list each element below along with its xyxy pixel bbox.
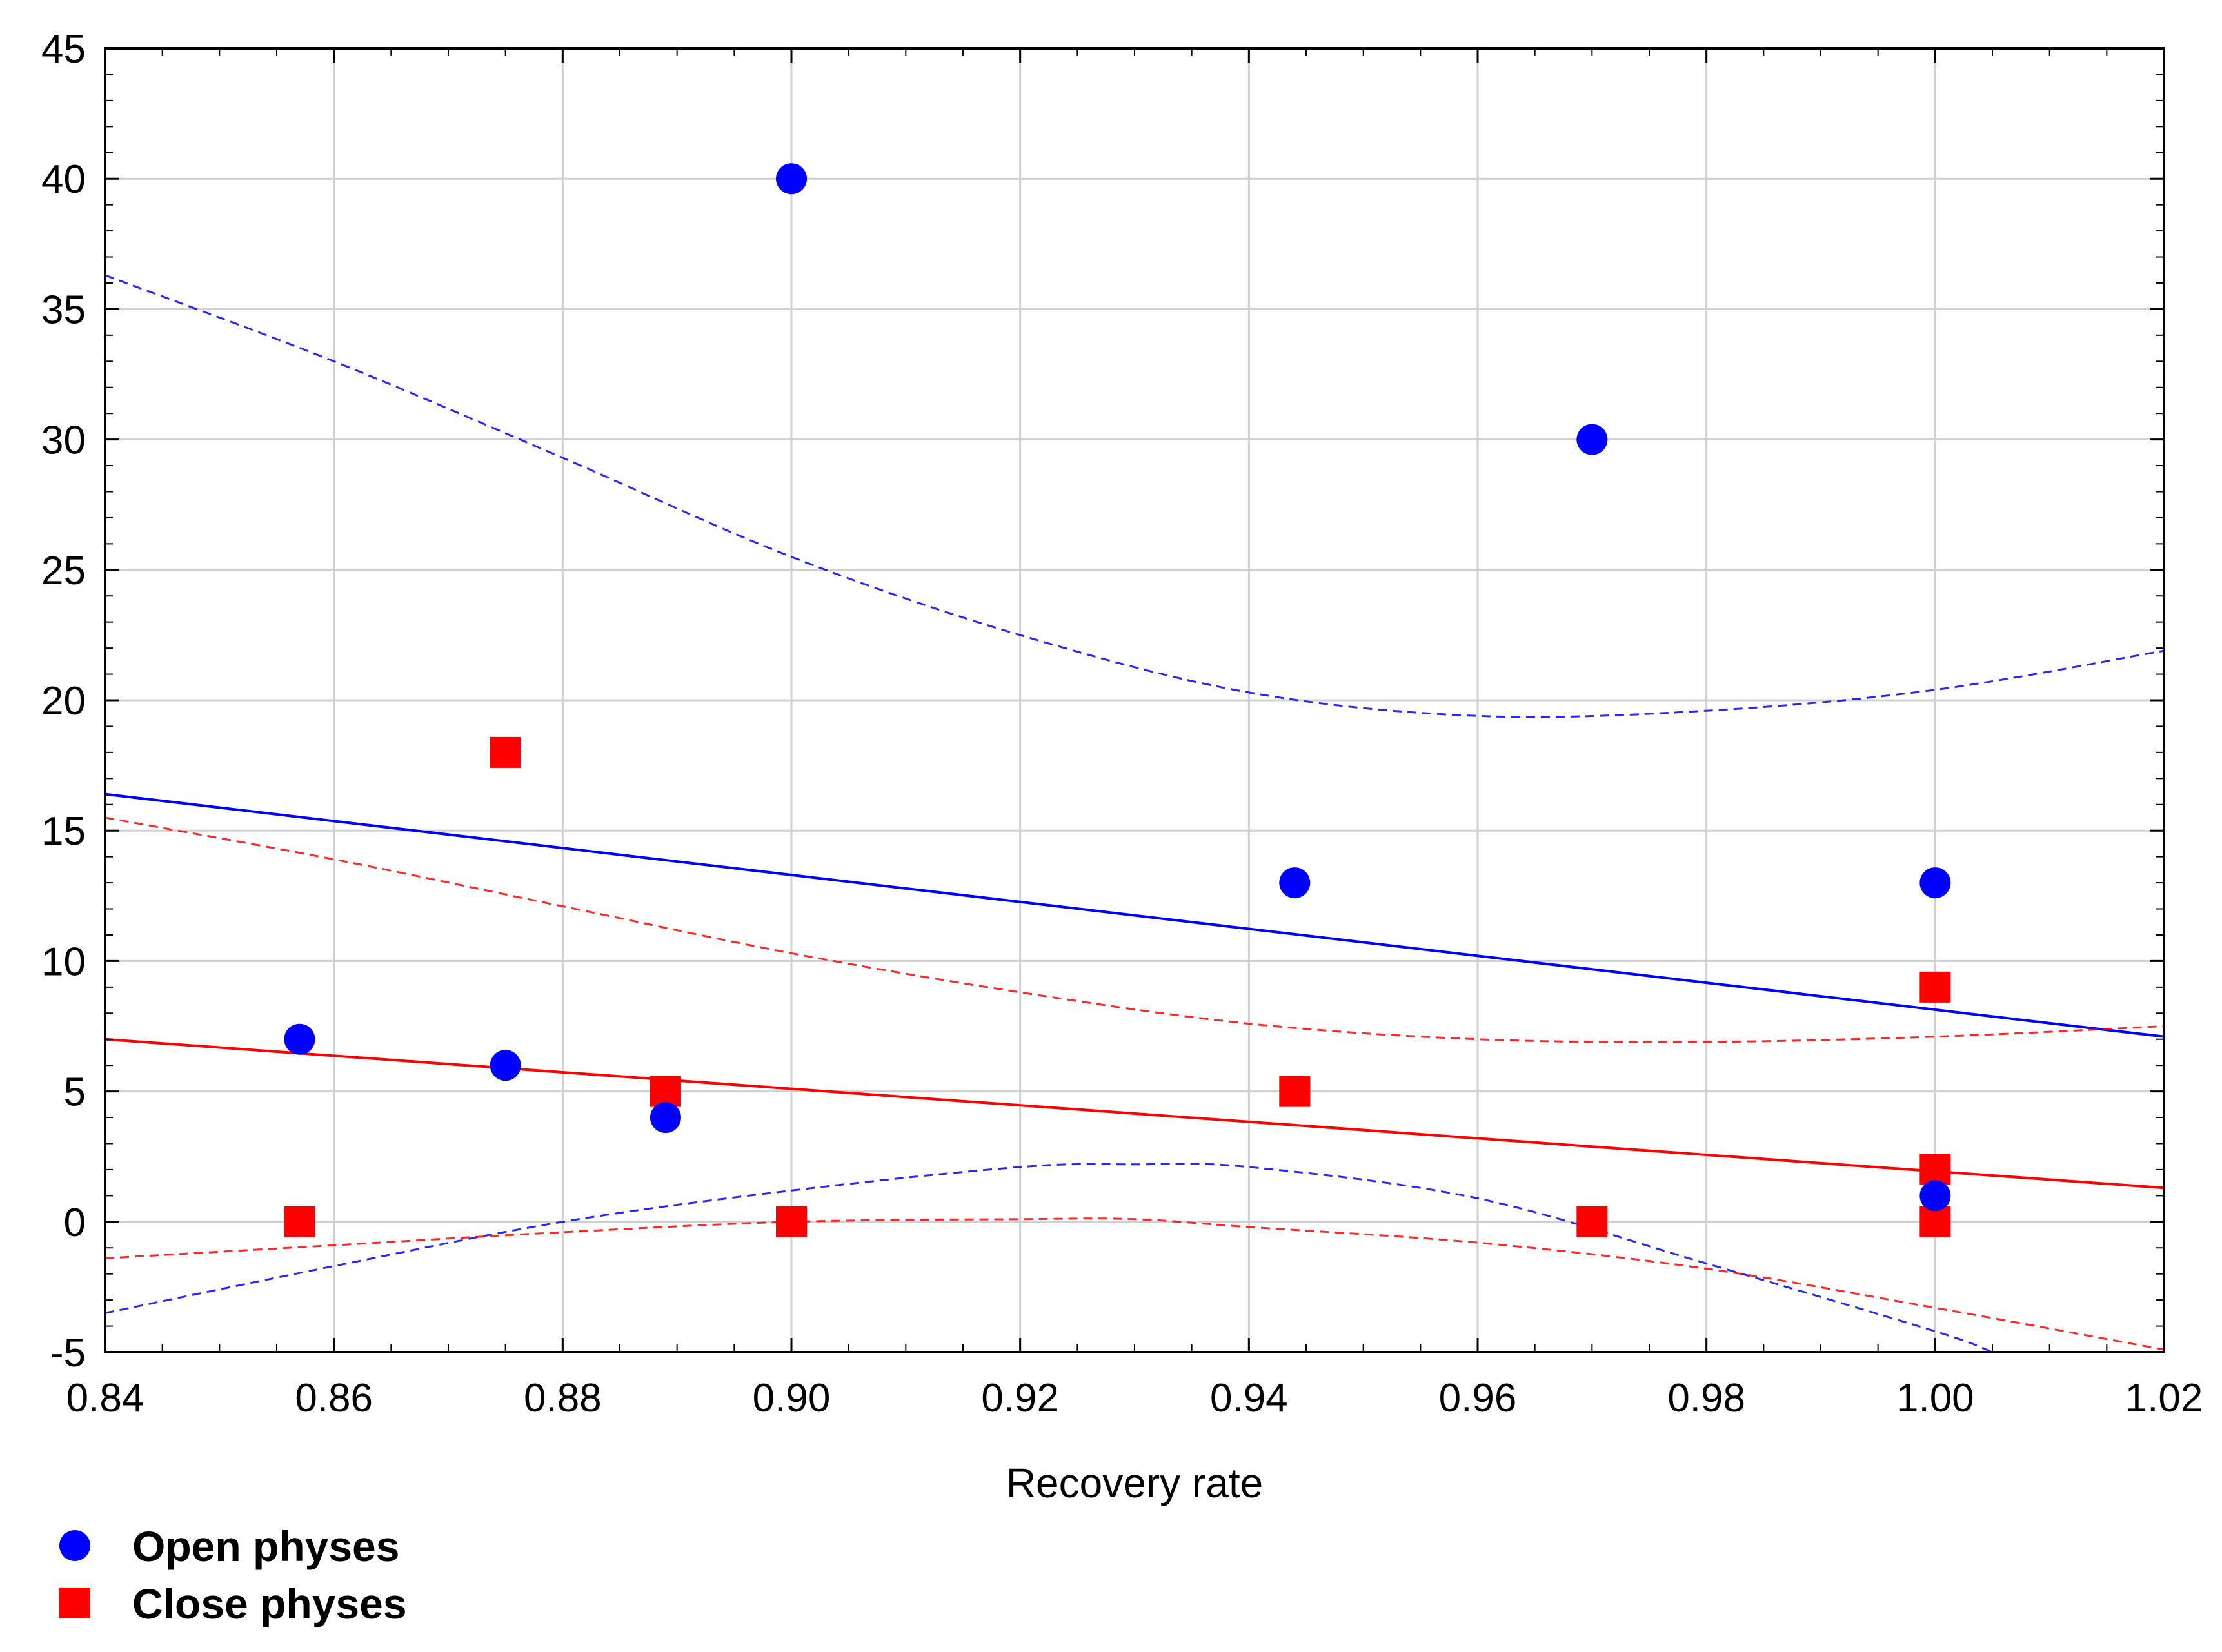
open-physes-point xyxy=(284,1023,315,1055)
x-tick-label: 0.86 xyxy=(295,1376,373,1421)
open-physes-series xyxy=(105,274,2164,1352)
x-tick-label: 0.88 xyxy=(524,1376,602,1421)
x-tick-label: 0.92 xyxy=(981,1376,1059,1421)
y-tick-label: 15 xyxy=(41,809,86,854)
open-physes-point xyxy=(1279,867,1311,899)
open-physes-point xyxy=(490,1050,521,1081)
x-tick-label: 0.94 xyxy=(1210,1376,1288,1421)
close-physes-point xyxy=(1919,1154,1951,1185)
legend-close-physes-marker xyxy=(59,1588,90,1618)
open-physes-ci-upper xyxy=(105,274,2164,718)
close-physes-series xyxy=(105,816,2164,1351)
y-tick-label: -5 xyxy=(50,1331,86,1375)
open-physes-point xyxy=(776,163,807,195)
tick-marks xyxy=(104,47,2165,1353)
close-physes-point xyxy=(284,1206,315,1237)
open-physes-fit-line xyxy=(105,792,2164,1038)
legend-open-physes-marker xyxy=(59,1530,90,1561)
y-tick-label: 25 xyxy=(41,549,86,593)
open-physes-point xyxy=(1576,424,1608,455)
x-tick-label: 0.84 xyxy=(66,1376,144,1421)
open-physes-ci-lower xyxy=(105,1163,1993,1352)
close-physes-point xyxy=(650,1076,681,1107)
close-physes-point xyxy=(1919,1206,1951,1237)
open-physes-point xyxy=(1919,1180,1951,1212)
close-physes-point xyxy=(1919,971,1951,1003)
x-axis-title: Recovery rate xyxy=(1006,1460,1263,1506)
close-physes-point xyxy=(1279,1076,1311,1107)
open-physes-point xyxy=(1919,867,1951,899)
open-physes-points xyxy=(284,163,1951,1212)
y-tick-label: 10 xyxy=(41,939,86,984)
close-physes-point xyxy=(776,1206,807,1237)
close-physes-ci-upper xyxy=(105,816,2164,1043)
open-physes-point xyxy=(650,1102,681,1134)
x-tick-label: 0.96 xyxy=(1439,1376,1517,1421)
gridlines xyxy=(105,48,2164,1352)
legend-open-physes-label: Open physes xyxy=(132,1522,399,1570)
y-tick-label: 40 xyxy=(41,157,86,202)
x-tick-label: 0.98 xyxy=(1667,1376,1745,1421)
y-tick-label: 5 xyxy=(64,1070,86,1115)
close-physes-fit-line xyxy=(105,1037,2164,1190)
close-physes-point xyxy=(490,736,521,768)
close-physes-points xyxy=(284,736,1951,1237)
x-tick-label: 1.02 xyxy=(2125,1376,2203,1421)
x-tick-label: 1.00 xyxy=(1896,1376,1974,1421)
y-tick-label: 20 xyxy=(41,679,86,723)
close-physes-ci-lower xyxy=(105,1217,2164,1351)
close-physes-point xyxy=(1576,1206,1608,1237)
legend: Open physes Close physes xyxy=(59,1522,407,1627)
series-layer xyxy=(105,163,2164,1352)
y-tick-label: 0 xyxy=(64,1201,86,1245)
tick-labels: 0.84 0.86 0.88 0.90 0.92 0.94 0.96 0.98 1.00 1.02… xyxy=(41,27,2203,1421)
y-tick-label: 45 xyxy=(41,27,86,72)
x-tick-label: 0.90 xyxy=(753,1376,831,1421)
y-tick-label: 35 xyxy=(41,288,86,332)
y-tick-label: 30 xyxy=(41,418,86,463)
legend-close-physes-label: Close physes xyxy=(132,1580,407,1627)
